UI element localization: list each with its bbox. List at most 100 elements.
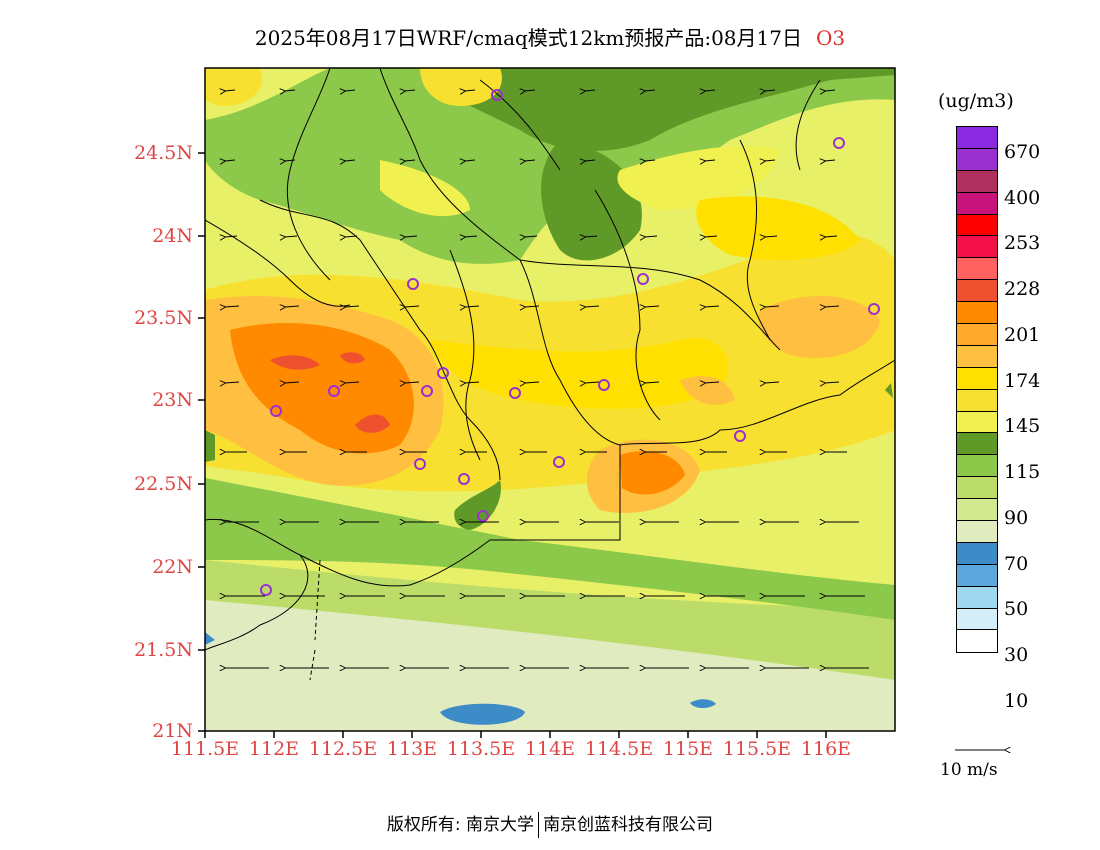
wind-arrow — [285, 160, 296, 161]
legend-swatch — [957, 127, 997, 149]
footer-left: 版权所有: 南京大学 — [386, 815, 535, 835]
wind-arrow — [405, 382, 420, 383]
footer-right: 南京创蓝科技有限公司 — [543, 815, 714, 835]
wind-arrow — [825, 382, 840, 383]
legend-label-115: 115 — [1004, 461, 1041, 483]
lon-tick-114: 114E — [524, 738, 576, 760]
wind-arrow — [645, 160, 656, 161]
wind-arrow — [705, 236, 718, 237]
lat-tick-21-5: 21.5N — [134, 639, 193, 661]
lon-tick-113: 113E — [386, 738, 438, 760]
footer-divider — [538, 812, 540, 838]
wind-arrow — [465, 160, 476, 161]
legend-swatch — [957, 564, 997, 587]
wind-arrow — [525, 90, 536, 91]
legend-label-50: 50 — [1004, 598, 1029, 620]
wind-arrow — [585, 306, 600, 307]
lat-tick-22-5: 22.5N — [134, 473, 193, 495]
lon-tick-112-5: 112.5E — [308, 738, 378, 760]
lon-tick-114-5: 114.5E — [584, 738, 654, 760]
legend-label-145: 145 — [1004, 415, 1041, 437]
legend-swatch — [957, 630, 997, 653]
wind-arrow — [345, 90, 356, 91]
legend-swatch — [957, 542, 997, 565]
legend-label-30: 30 — [1004, 644, 1029, 666]
lat-tick-24: 24N — [152, 225, 193, 247]
legend-swatch — [957, 433, 997, 456]
wind-arrow — [645, 90, 656, 91]
wind-arrow — [525, 306, 540, 307]
wind-arrow — [705, 90, 716, 91]
wind-arrow — [345, 382, 360, 383]
wind-arrow — [765, 90, 776, 91]
lon-tick-115: 115E — [662, 738, 714, 760]
wind-arrow — [525, 160, 536, 161]
lon-tick-112: 112E — [248, 738, 300, 760]
wind-arrow — [765, 306, 780, 307]
wind-arrow — [465, 90, 476, 91]
legend-swatch — [957, 324, 997, 346]
wind-arrow — [405, 90, 416, 91]
wind-arrow — [285, 382, 300, 383]
wind-arrow — [285, 90, 296, 91]
wind-arrow — [645, 382, 660, 383]
wind-arrow — [585, 90, 596, 91]
wind-arrow — [225, 382, 240, 383]
legend-swatch — [957, 608, 997, 631]
legend-label-70: 70 — [1004, 553, 1029, 575]
legend-label-253: 253 — [1004, 232, 1041, 254]
legend-swatch — [957, 280, 997, 303]
wind-arrow — [525, 236, 538, 237]
wind-vectors — [225, 90, 869, 668]
lat-tick-23: 23N — [152, 389, 193, 411]
wind-arrow — [345, 160, 356, 161]
legend-swatch — [957, 586, 997, 609]
legend-swatch — [957, 521, 997, 543]
legend-swatch — [957, 411, 997, 434]
concentration-field — [205, 68, 895, 731]
legend-swatch — [957, 455, 997, 478]
wind-arrow — [585, 382, 600, 383]
wind-arrow — [825, 306, 840, 307]
lon-tick-111-5: 111.5E — [170, 738, 240, 760]
wind-arrow — [225, 90, 236, 91]
map-title: 2025年08月17日WRF/cmaq模式12km预报产品:08月17日 O3 — [0, 22, 1100, 51]
wind-arrow — [345, 236, 358, 237]
legend-label-400: 400 — [1004, 187, 1041, 209]
color-legend — [956, 126, 998, 654]
wind-arrow — [285, 306, 300, 307]
wind-arrow — [585, 160, 596, 161]
wind-arrow — [765, 236, 778, 237]
wind-arrow — [405, 306, 420, 307]
wind-arrow — [225, 236, 238, 237]
legend-swatch — [957, 258, 997, 281]
legend-label-10: 10 — [1004, 690, 1029, 712]
species-label: O3 — [815, 26, 846, 50]
title-text: 2025年08月17日WRF/cmaq模式12km预报产品:08月17日 — [254, 26, 802, 50]
wind-arrow — [705, 382, 720, 383]
legend-label-670: 670 — [1004, 141, 1041, 163]
wind-arrow — [525, 382, 540, 383]
wind-arrow — [705, 160, 716, 161]
wind-arrow — [405, 160, 416, 161]
wind-arrow — [585, 236, 598, 237]
copyright-footer: 版权所有: 南京大学 南京创蓝科技有限公司 — [0, 810, 1100, 838]
wind-arrow — [465, 306, 480, 307]
lon-tick-116: 116E — [800, 738, 852, 760]
wind-arrow — [405, 236, 418, 237]
wind-arrow — [765, 160, 776, 161]
legend-label-174: 174 — [1004, 370, 1041, 392]
wind-arrow — [825, 160, 836, 161]
wind-arrow — [465, 382, 480, 383]
legend-swatch — [957, 477, 997, 500]
lat-tick-24-5: 24.5N — [134, 142, 193, 164]
wind-arrow — [645, 306, 660, 307]
wind-arrow — [225, 306, 240, 307]
wind-reference-label: 10 m/s — [940, 760, 998, 780]
legend-swatch — [957, 389, 997, 412]
legend-unit: (ug/m3) — [938, 90, 1014, 112]
wind-arrow — [465, 236, 478, 237]
legend-swatch — [957, 367, 997, 390]
wind-arrow — [285, 236, 298, 237]
